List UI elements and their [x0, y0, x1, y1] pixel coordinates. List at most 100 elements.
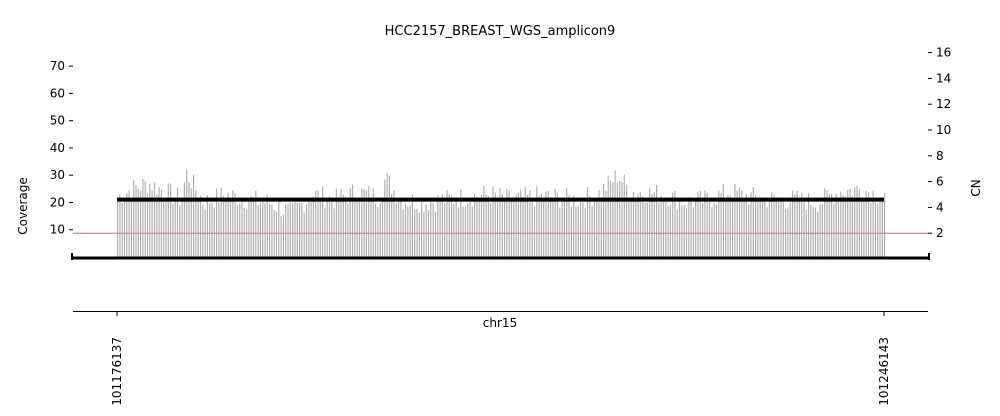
coverage-bar	[522, 197, 524, 257]
coverage-bar	[879, 199, 881, 257]
coverage-bar	[292, 203, 294, 257]
coverage-bar	[782, 202, 784, 257]
coverage-bar	[748, 204, 750, 257]
coverage-bar	[757, 201, 759, 257]
coverage-bar	[317, 190, 319, 257]
coverage-bar	[533, 206, 536, 257]
coverage-bar	[593, 197, 595, 257]
coverage-bar	[854, 187, 856, 257]
coverage-bar	[229, 197, 232, 257]
coverage-bar	[699, 190, 701, 257]
coverage-bar	[750, 192, 752, 257]
coverage-bar	[720, 192, 722, 257]
coverage-bar	[347, 203, 349, 257]
coverage-bar	[708, 201, 711, 257]
coverage-bar	[460, 189, 462, 257]
coverage-bar	[861, 197, 863, 257]
coverage-bar	[153, 182, 156, 257]
right-axis-tick-label: 14	[936, 71, 951, 85]
coverage-bar	[690, 202, 692, 257]
coverage-bar	[616, 182, 618, 257]
coverage-bar	[375, 203, 377, 257]
coverage-bar	[499, 188, 501, 257]
coverage-bar	[540, 193, 542, 257]
coverage-bar	[734, 183, 736, 257]
coverage-bar	[831, 194, 833, 257]
coverage-bar	[234, 193, 236, 257]
coverage-bar	[736, 190, 738, 257]
coverage-bar	[388, 175, 390, 257]
coverage-bar	[206, 195, 208, 257]
coverage-bar	[842, 195, 844, 257]
left-axis-tick-label: 20	[50, 195, 65, 209]
coverage-bar	[328, 196, 331, 257]
coverage-bar	[220, 187, 222, 257]
x-axis: 101176137 101246143	[71, 253, 930, 406]
coverage-bar	[181, 199, 183, 257]
coverage-bar	[547, 190, 549, 257]
coverage-bar	[358, 199, 360, 257]
coverage-bar	[296, 202, 298, 257]
coverage-bar	[596, 201, 598, 257]
coverage-bar	[163, 197, 165, 257]
coverage-bar	[301, 203, 303, 257]
coverage-bar	[715, 204, 718, 257]
coverage-bar	[176, 187, 179, 257]
coverage-bar	[149, 183, 151, 257]
coverage-bar	[494, 192, 496, 257]
coverage-bar	[872, 190, 874, 257]
coverage-bar	[844, 196, 846, 257]
coverage-bar	[545, 191, 547, 257]
coverage-bar	[213, 207, 215, 257]
coverage-bar	[487, 196, 489, 257]
coverage-bar	[262, 201, 264, 257]
coverage-bar	[679, 199, 681, 257]
coverage-bar	[368, 186, 370, 257]
coverage-bar	[819, 204, 821, 257]
coverage-bar	[167, 183, 169, 257]
coverage-bar	[310, 202, 312, 257]
coverage-bar	[453, 203, 455, 257]
coverage-bar	[469, 200, 471, 257]
coverage-bar	[441, 194, 443, 257]
coverage-bar	[232, 190, 234, 257]
coverage-bar	[773, 194, 775, 257]
coverage-bar	[794, 194, 796, 257]
coverage-bar	[867, 192, 870, 257]
coverage-bar	[603, 183, 605, 257]
coverage-bar	[517, 192, 519, 257]
coverage-bar	[662, 200, 665, 257]
coverage-bar	[172, 203, 174, 257]
coverage-bar	[600, 197, 602, 257]
coverage-bar	[195, 190, 197, 257]
coverage-bar	[614, 170, 616, 257]
coverage-bar	[128, 190, 130, 257]
coverage-bar	[877, 203, 879, 257]
coverage-bar	[287, 203, 289, 257]
coverage-bar	[766, 207, 768, 257]
left-axis-tick-label: 40	[50, 141, 65, 155]
coverage-bar	[411, 194, 413, 257]
coverage-bar	[331, 200, 333, 257]
coverage-bar	[186, 169, 188, 257]
coverage-bar	[278, 201, 280, 257]
coverage-bar	[656, 184, 658, 257]
coverage-bar	[342, 194, 344, 257]
coverage-bar	[706, 193, 708, 257]
coverage-bar	[561, 200, 563, 257]
coverage-bar	[791, 190, 794, 257]
coverage-bar	[628, 198, 630, 257]
coverage-bar	[789, 202, 791, 257]
coverage-bar	[271, 205, 273, 257]
coverage-bar	[761, 197, 764, 257]
coverage-bar	[858, 189, 860, 257]
coverage-bar	[146, 193, 149, 257]
coverage-bar	[515, 194, 517, 257]
coverage-bar	[209, 203, 211, 257]
coverage-bar	[646, 202, 648, 257]
coverage-bar	[123, 198, 126, 257]
coverage-bar	[165, 201, 167, 257]
coverage-bar	[642, 196, 644, 257]
coverage-bar	[492, 186, 494, 257]
coverage-bar	[835, 193, 837, 257]
